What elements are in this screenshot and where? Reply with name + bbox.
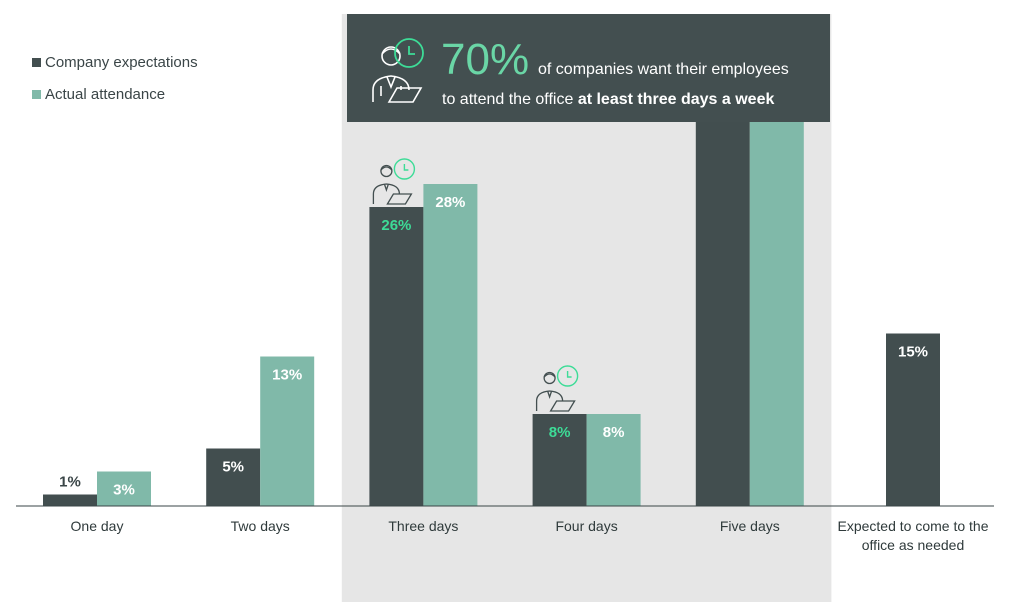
data-label-company-one-day: 1% [59,474,81,491]
callout-text-line1: of companies want their employees [538,61,789,78]
data-label-actual-two-days: 13% [272,367,302,384]
legend-swatch-company [32,57,41,67]
x-tick-label-expected-to-come-to-the-office-as-needed: Expected to come to the [838,518,989,534]
bar-company-five-days [695,92,750,506]
bar-actual-four-days [586,414,641,506]
callout-text-line2-bold: at least three days a week [577,91,775,108]
callout-percentage: 70% [441,35,530,84]
data-label-company-four-days: 8% [549,424,571,441]
legend: Company expectations Actual attendance [32,46,198,110]
legend-label-actual: Actual attendance [45,85,166,103]
bar-actual-three-days [423,184,478,506]
x-tick-label-two-days: Two days [231,518,290,534]
person-clock-icon-three-days [372,158,416,205]
x-tick-label-three-days: Three days [388,518,458,534]
callout-text-line2: to attend the office at least three days… [442,91,774,109]
legend-item-actual: Actual attendance [32,78,198,110]
x-tick-label-five-days: Five days [720,518,780,534]
person-clock-icon [372,38,424,103]
bar-company-three-days [369,207,424,506]
bar-actual-five-days [749,80,804,506]
data-label-actual-four-days: 8% [603,424,625,441]
legend-label-company: Company expectations [45,53,198,71]
legend-item-company: Company expectations [32,46,198,78]
person-clock-icon-four-days [535,365,579,412]
bar-company-expected-to-come-to-the-office-as-needed [886,333,940,506]
x-tick-label-one-day: One day [71,518,124,534]
x-tick-label-four-days: Four days [555,518,617,534]
bar-actual-two-days [260,356,315,506]
data-label-company-expected-to-come-to-the-office-as-needed: 15% [898,344,928,361]
bar-company-two-days [206,448,261,506]
callout-text-line2-prefix: to attend the office [442,91,578,108]
legend-swatch-actual [32,89,41,99]
x-tick-label-expected-to-come-to-the-office-as-needed-line2: office as needed [862,537,965,553]
bar-company-one-day [43,494,97,506]
callout-banner: 70% of companies want their employees to… [347,14,830,122]
data-label-company-two-days: 5% [222,459,244,476]
bar-company-four-days [532,414,587,506]
data-label-company-three-days: 26% [381,217,411,234]
data-label-actual-one-day: 3% [113,482,135,499]
bar-actual-one-day [97,471,151,506]
data-label-actual-three-days: 28% [435,194,465,211]
